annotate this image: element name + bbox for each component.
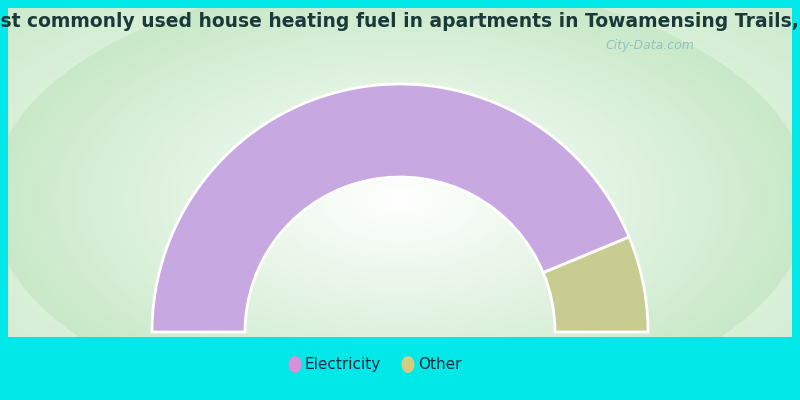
Ellipse shape: [344, 170, 456, 230]
Ellipse shape: [318, 156, 482, 244]
Ellipse shape: [200, 93, 600, 307]
Ellipse shape: [113, 46, 687, 354]
Ellipse shape: [144, 62, 656, 338]
Ellipse shape: [10, 5, 790, 395]
Ellipse shape: [62, 31, 738, 369]
Ellipse shape: [36, 5, 764, 395]
Ellipse shape: [21, 0, 779, 400]
Ellipse shape: [77, 27, 723, 373]
Ellipse shape: [130, 65, 670, 335]
Text: Other: Other: [418, 357, 462, 372]
Ellipse shape: [347, 174, 453, 226]
Ellipse shape: [280, 140, 520, 260]
Ellipse shape: [134, 57, 666, 343]
Ellipse shape: [98, 38, 702, 362]
Ellipse shape: [82, 30, 718, 370]
Ellipse shape: [364, 181, 436, 219]
Ellipse shape: [215, 101, 585, 299]
Ellipse shape: [241, 115, 559, 285]
Ellipse shape: [251, 120, 549, 280]
Text: City-Data.com: City-Data.com: [606, 38, 694, 52]
Ellipse shape: [221, 104, 579, 296]
Ellipse shape: [235, 118, 565, 282]
Ellipse shape: [153, 76, 647, 324]
Ellipse shape: [226, 106, 574, 294]
Ellipse shape: [26, 0, 774, 400]
Ellipse shape: [10, 0, 790, 400]
Ellipse shape: [402, 356, 414, 373]
Ellipse shape: [170, 76, 630, 324]
Ellipse shape: [370, 184, 430, 216]
Ellipse shape: [231, 109, 569, 291]
Text: Electricity: Electricity: [305, 357, 382, 372]
Ellipse shape: [385, 192, 415, 208]
Ellipse shape: [72, 24, 728, 376]
Wedge shape: [543, 237, 648, 332]
Ellipse shape: [138, 69, 662, 331]
Ellipse shape: [349, 172, 451, 228]
Ellipse shape: [138, 60, 662, 340]
Ellipse shape: [100, 50, 700, 350]
Ellipse shape: [174, 79, 626, 321]
Ellipse shape: [295, 148, 505, 252]
Ellipse shape: [160, 80, 640, 320]
Ellipse shape: [298, 145, 502, 255]
Ellipse shape: [118, 49, 682, 351]
Ellipse shape: [108, 43, 692, 357]
Ellipse shape: [318, 159, 482, 241]
Ellipse shape: [328, 162, 472, 238]
Ellipse shape: [236, 112, 564, 288]
Ellipse shape: [338, 167, 462, 233]
Ellipse shape: [93, 46, 707, 354]
Ellipse shape: [370, 185, 430, 215]
Ellipse shape: [123, 52, 677, 348]
Ellipse shape: [180, 82, 620, 318]
Wedge shape: [152, 84, 629, 332]
Ellipse shape: [42, 8, 758, 392]
Ellipse shape: [46, 10, 754, 390]
Ellipse shape: [289, 356, 302, 373]
Ellipse shape: [182, 91, 618, 309]
Ellipse shape: [205, 102, 595, 298]
Ellipse shape: [242, 121, 558, 279]
Ellipse shape: [185, 84, 615, 316]
Ellipse shape: [302, 148, 498, 252]
Ellipse shape: [378, 189, 422, 211]
Ellipse shape: [325, 162, 475, 238]
Ellipse shape: [333, 166, 467, 234]
Ellipse shape: [128, 54, 672, 346]
Ellipse shape: [33, 16, 767, 384]
Ellipse shape: [149, 65, 651, 335]
Ellipse shape: [265, 132, 535, 268]
Ellipse shape: [122, 61, 678, 339]
Ellipse shape: [206, 96, 594, 304]
Ellipse shape: [313, 153, 487, 247]
Ellipse shape: [354, 175, 446, 225]
Ellipse shape: [266, 128, 534, 272]
Ellipse shape: [145, 72, 655, 328]
Ellipse shape: [250, 125, 550, 275]
Bar: [0, 392, 800, 400]
Ellipse shape: [87, 32, 713, 368]
Ellipse shape: [334, 164, 466, 236]
Ellipse shape: [272, 131, 528, 269]
Ellipse shape: [57, 16, 743, 384]
Ellipse shape: [246, 118, 554, 282]
Ellipse shape: [25, 12, 775, 388]
Ellipse shape: [67, 21, 733, 379]
